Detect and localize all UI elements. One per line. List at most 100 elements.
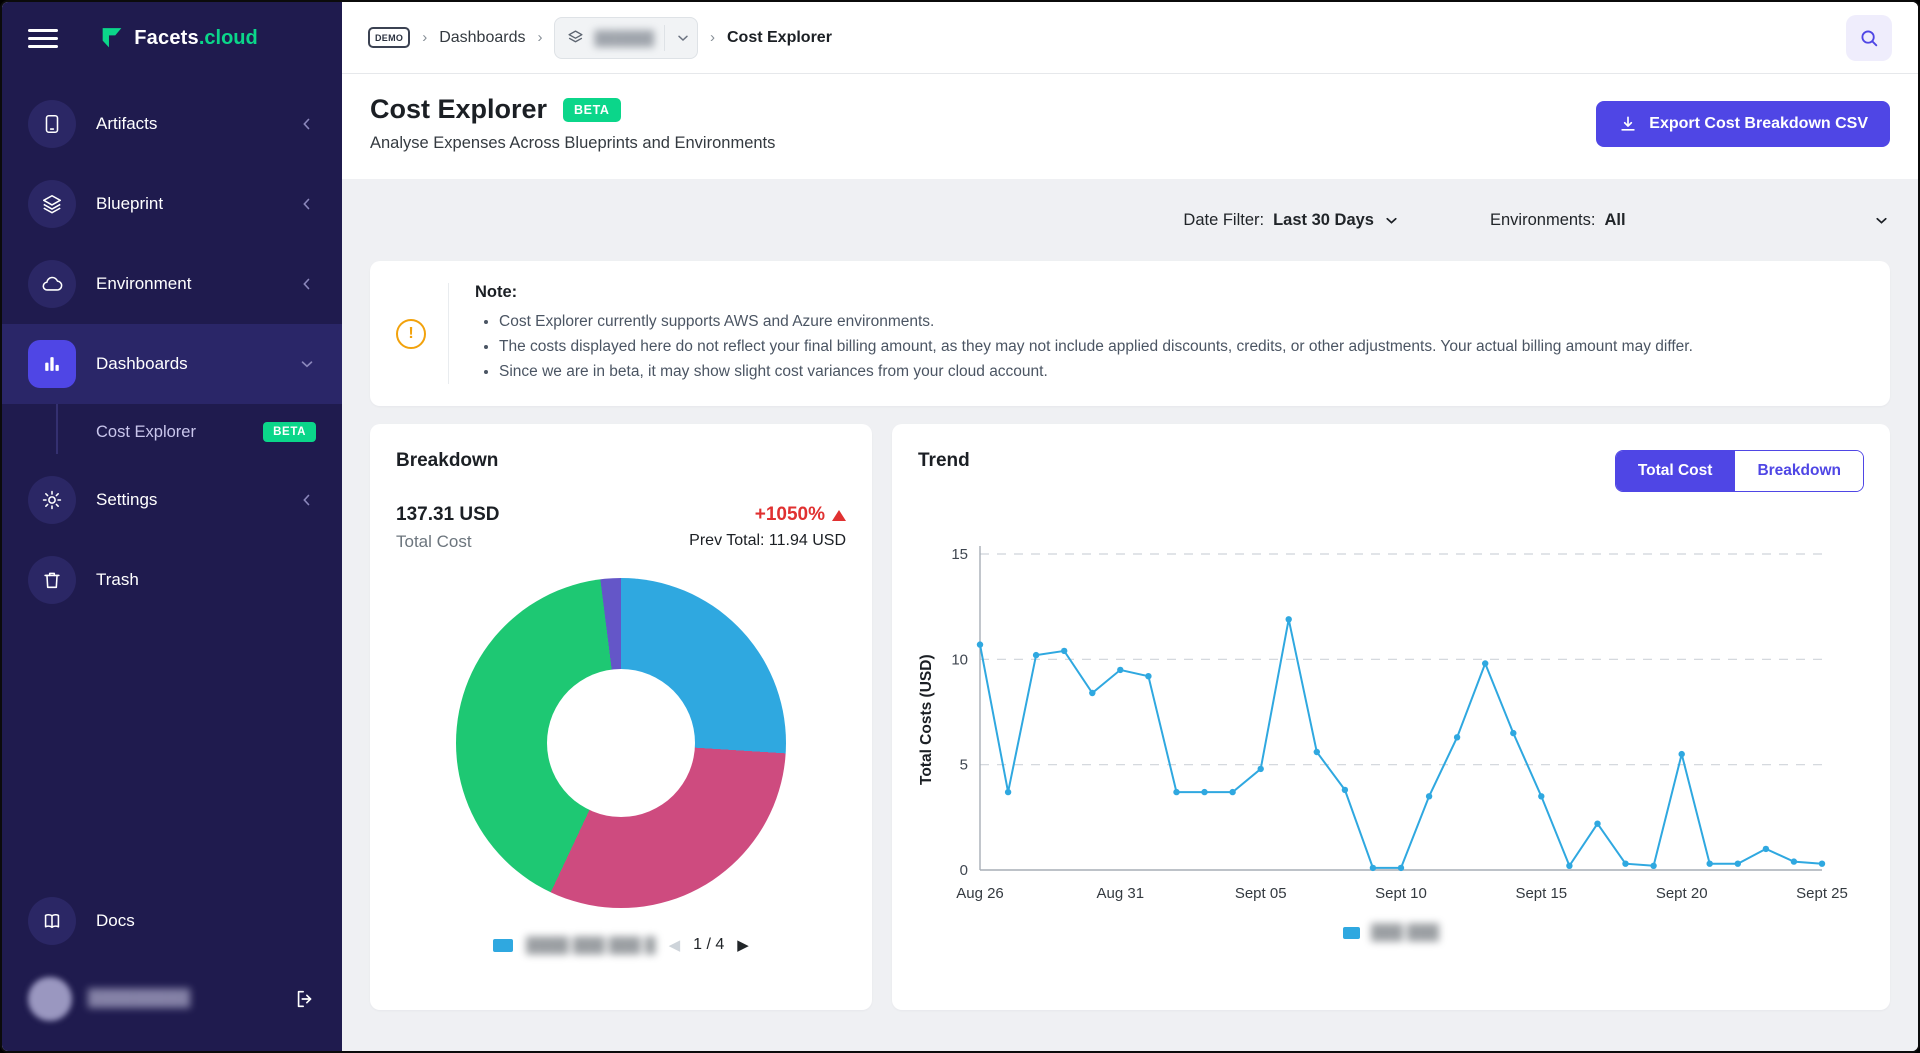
settings-gear-icon — [28, 476, 76, 524]
svg-text:Sept 20: Sept 20 — [1656, 885, 1708, 902]
blueprint-icon — [28, 180, 76, 228]
hamburger-menu-icon[interactable] — [28, 24, 58, 53]
legend-next-page-button[interactable]: ▶ — [737, 936, 749, 954]
sidebar-item-environment[interactable]: Environment — [2, 244, 342, 324]
chevron-left-icon — [298, 195, 316, 213]
trend-legend-swatch — [1343, 926, 1361, 939]
avatar — [28, 977, 72, 1021]
trash-icon — [28, 556, 76, 604]
sidebar-item-cost-explorer[interactable]: Cost Explorer BETA — [2, 404, 342, 460]
export-csv-label: Export Cost Breakdown CSV — [1649, 114, 1868, 132]
svg-text:5: 5 — [960, 757, 968, 774]
page-title: Cost Explorer — [370, 94, 548, 124]
trend-legend: ███ ███ — [918, 924, 1864, 941]
artifacts-icon — [28, 100, 76, 148]
sidebar-item-label: Dashboards — [96, 354, 188, 373]
svg-text:Sept 10: Sept 10 — [1375, 885, 1427, 902]
facets-logo: Facets.cloud — [98, 24, 275, 52]
environment-icon — [28, 260, 76, 308]
download-icon — [1621, 116, 1635, 131]
facets-logo-icon — [102, 28, 122, 48]
user-name: █████████ — [88, 990, 191, 1007]
trend-view-toggle: Total Cost Breakdown — [1614, 450, 1864, 493]
main-area: DEMO › Dashboards › ██████ › Cost Explor… — [342, 2, 1918, 1051]
sidebar: Facets.cloud Artifacts Blueprint — [2, 2, 342, 1051]
svg-text:15: 15 — [951, 546, 968, 563]
note-bullet: The costs displayed here do not reflect … — [499, 334, 1693, 359]
sidebar-item-label: Trash — [96, 570, 139, 589]
sidebar-item-artifacts[interactable]: Artifacts — [2, 84, 342, 164]
trend-card-title: Trend — [918, 450, 970, 472]
environment-selector-dropdown[interactable]: ██████ — [554, 16, 698, 59]
stack-icon — [568, 30, 584, 43]
trend-up-icon — [832, 509, 846, 521]
environments-filter-dropdown[interactable]: Environments: All — [1490, 211, 1890, 230]
chevron-down-icon — [1386, 217, 1397, 224]
toggle-total-cost-button[interactable]: Total Cost — [1615, 451, 1735, 492]
user-profile-row[interactable]: █████████ — [2, 961, 342, 1037]
legend-prev-page-button[interactable]: ◀ — [668, 936, 681, 954]
chevron-left-icon — [298, 115, 316, 133]
dashboards-icon — [28, 340, 76, 388]
divider — [664, 24, 665, 51]
sidebar-item-docs[interactable]: Docs — [2, 881, 342, 961]
trend-line-chart: 0 5 10 15 Aug 26 Aug 31 Sept 05 Sept 10 Sept 15 S… — [951, 546, 1848, 902]
logo-suffix: .cloud — [198, 26, 258, 49]
note-title: Note: — [475, 283, 518, 301]
search-icon — [1861, 29, 1878, 46]
breadcrumb-separator: › — [422, 29, 428, 46]
svg-text:Aug 31: Aug 31 — [1097, 885, 1145, 902]
chevron-down-icon — [678, 35, 688, 41]
prev-total-label: Prev Total: 11.94 USD — [689, 532, 846, 550]
svg-text:Sept 25: Sept 25 — [1796, 885, 1848, 902]
selected-environment: ██████ — [594, 29, 654, 46]
breadcrumb-separator: › — [710, 29, 715, 46]
chevron-left-icon — [298, 275, 316, 293]
breadcrumb-current: Cost Explorer — [727, 28, 832, 46]
y-axis-label: Total Costs (USD) — [918, 655, 935, 786]
content-area: Date Filter: Last 30 Days Environments: … — [342, 179, 1918, 1051]
breakdown-card: Breakdown 137.31 USD +1050% Total Cost P… — [370, 424, 872, 1011]
environments-filter-label: Environments: — [1490, 210, 1596, 229]
date-filter-label: Date Filter: — [1183, 210, 1265, 229]
date-filter-dropdown[interactable]: Date Filter: Last 30 Days — [1183, 211, 1400, 230]
logo-text: Facets — [134, 26, 199, 49]
breadcrumb: DEMO › Dashboards › ██████ › Cost Explor… — [368, 16, 832, 59]
change-percent: +1050% — [754, 504, 825, 526]
trend-card: Trend Total Cost Breakdown Total Costs (… — [892, 424, 1890, 1011]
sidebar-item-settings[interactable]: Settings — [2, 460, 342, 540]
svg-text:Aug 26: Aug 26 — [956, 885, 1004, 902]
logout-icon[interactable] — [294, 988, 316, 1010]
total-cost-value: 137.31 USD — [396, 504, 500, 526]
svg-text:Sept 15: Sept 15 — [1515, 885, 1567, 902]
filter-bar: Date Filter: Last 30 Days Environments: … — [370, 197, 1890, 243]
sidebar-item-label: Artifacts — [96, 114, 158, 133]
page-subtitle: Analyse Expenses Across Blueprints and E… — [370, 134, 776, 152]
breadcrumb-dashboards-link[interactable]: Dashboards — [439, 28, 526, 46]
sub-item-label: Cost Explorer — [96, 422, 196, 441]
note-bullet: Cost Explorer currently supports AWS and… — [499, 309, 1693, 334]
warning-icon: ! — [396, 318, 426, 349]
sidebar-item-dashboards[interactable]: Dashboards — [2, 324, 342, 404]
note-bullet-list: Cost Explorer currently supports AWS and… — [475, 309, 1693, 384]
sidebar-item-blueprint[interactable]: Blueprint — [2, 164, 342, 244]
beta-badge: BETA — [263, 422, 316, 442]
svg-text:Sept 05: Sept 05 — [1235, 885, 1287, 902]
export-csv-button[interactable]: Export Cost Breakdown CSV — [1596, 100, 1890, 147]
breakdown-legend-label: ████ ███ ███ █ — [526, 936, 656, 954]
chevron-left-icon — [298, 491, 316, 509]
sidebar-item-label: Environment — [96, 274, 192, 293]
sidebar-item-label: Settings — [96, 490, 158, 509]
breakdown-card-title: Breakdown — [396, 450, 499, 472]
sidebar-nav: Artifacts Blueprint Environment — [2, 74, 342, 620]
search-button[interactable] — [1846, 14, 1892, 61]
sidebar-item-trash[interactable]: Trash — [2, 540, 342, 620]
sidebar-item-label: Docs — [96, 911, 135, 930]
svg-text:0: 0 — [960, 862, 968, 879]
sidebar-item-label: Blueprint — [96, 194, 164, 213]
toggle-breakdown-button[interactable]: Breakdown — [1734, 451, 1863, 492]
beta-badge: BETA — [563, 97, 621, 122]
demo-badge: DEMO — [368, 27, 411, 48]
breadcrumb-separator: › — [537, 29, 543, 46]
